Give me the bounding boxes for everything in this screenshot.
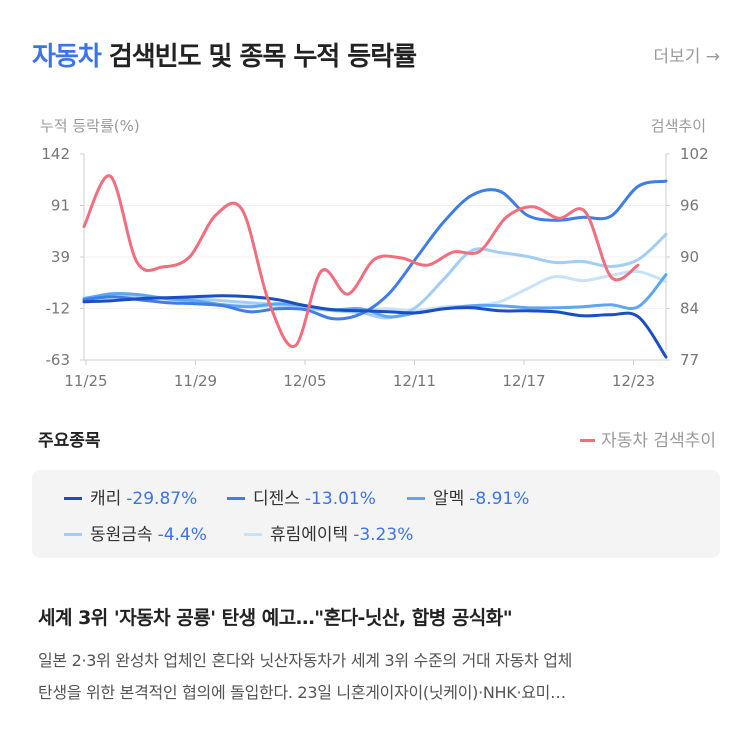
stock-change: -3.23% xyxy=(353,525,414,545)
stock-swatch xyxy=(244,532,262,536)
x-tick-label: 12/11 xyxy=(393,372,436,390)
stock-name: 휴림에이텍 xyxy=(270,525,349,545)
stock-swatch xyxy=(407,496,425,500)
left-axis-title: 누적 등락률(%) xyxy=(40,117,140,135)
title-rest: 검색빈도 및 종목 누적 등락률 xyxy=(100,42,417,72)
stock-item-hurim[interactable]: 휴림에이텍 -3.23% xyxy=(244,520,413,545)
legend-search-swatch xyxy=(580,438,596,442)
legend-search-trend: 자동차 검색추이 xyxy=(580,426,716,451)
right-tick-label: 77 xyxy=(680,351,699,369)
stock-name: 디젠스 xyxy=(253,489,300,509)
series-line-2 xyxy=(82,294,668,359)
section-title: 주요종목 xyxy=(38,431,101,451)
stock-name: 캐리 xyxy=(90,489,122,509)
left-tick-label: 91 xyxy=(51,197,70,215)
stock-swatch xyxy=(227,496,245,500)
stock-item-carry[interactable]: 캐리 -29.87% xyxy=(64,484,197,509)
series-line-3 xyxy=(82,179,668,321)
right-tick-label: 90 xyxy=(680,248,699,266)
line-chart: 142 91 39 -12 -63 102 96 90 84 77 11/25 11/29 12/05 1… xyxy=(41,145,709,390)
more-link[interactable]: 더보기 → xyxy=(653,47,720,67)
news-body[interactable]: 일본 2·3위 완성차 업체인 혼다와 닛산자동차가 세계 3위 수준의 거대 … xyxy=(38,645,718,709)
stock-swatch xyxy=(64,496,82,500)
stock-item-dgens[interactable]: 디젠스 -13.01% xyxy=(227,484,376,509)
x-tick-label: 12/23 xyxy=(612,372,655,390)
left-tick-label: 142 xyxy=(41,145,70,163)
right-tick-label: 96 xyxy=(680,197,699,215)
stock-change: -13.01% xyxy=(304,489,376,509)
news-line: 일본 2·3위 완성차 업체인 혼다와 닛산자동차가 세계 3위 수준의 거대 … xyxy=(38,651,573,670)
stock-item-almec[interactable]: 알멕 -8.91% xyxy=(407,484,529,509)
left-tick-label: -12 xyxy=(46,300,71,318)
series-line-4 xyxy=(82,273,668,319)
news-title[interactable]: 세계 3위 '자동차 공룡' 탄생 예고…"혼다-닛산, 합병 공식화" xyxy=(38,607,513,629)
stock-name: 동원금속 xyxy=(90,525,153,545)
x-tick-label: 11/29 xyxy=(174,372,217,390)
page-title: 자동차 검색빈도 및 종목 누적 등락률 xyxy=(32,36,417,73)
section-head: 주요종목 자동차 검색추이 xyxy=(36,426,716,452)
left-tick-label: -63 xyxy=(46,351,71,369)
left-tick-label: 39 xyxy=(51,248,70,266)
stock-item-dongwon[interactable]: 동원금속 -4.4% xyxy=(64,520,207,545)
legend-search-label: 자동차 검색추이 xyxy=(601,431,716,451)
stock-change: -8.91% xyxy=(469,489,530,509)
stock-legend: 캐리 -29.87% 디젠스 -13.01% 알멕 -8.91% 동원금속 -4.4% … xyxy=(32,470,720,558)
title-keyword: 자동차 xyxy=(32,42,102,72)
news-line: 탄생을 위한 본격적인 협의에 돌입한다. 23일 니혼게이자이(닛케이)·NH… xyxy=(38,683,566,702)
stock-swatch xyxy=(64,532,82,536)
header: 자동차 검색빈도 및 종목 누적 등락률 더보기 → xyxy=(32,32,722,76)
x-tick-label: 11/25 xyxy=(64,372,107,390)
series-line-1 xyxy=(82,174,640,348)
right-axis-title: 검색추이 xyxy=(650,117,706,135)
x-tick-label: 12/17 xyxy=(502,372,545,390)
right-tick-label: 102 xyxy=(680,145,709,163)
stock-change: -29.87% xyxy=(126,489,198,509)
x-tick-label: 12/05 xyxy=(283,372,326,390)
stock-name: 알멕 xyxy=(433,489,465,509)
stock-change: -4.4% xyxy=(157,525,207,545)
right-tick-label: 84 xyxy=(680,300,699,318)
